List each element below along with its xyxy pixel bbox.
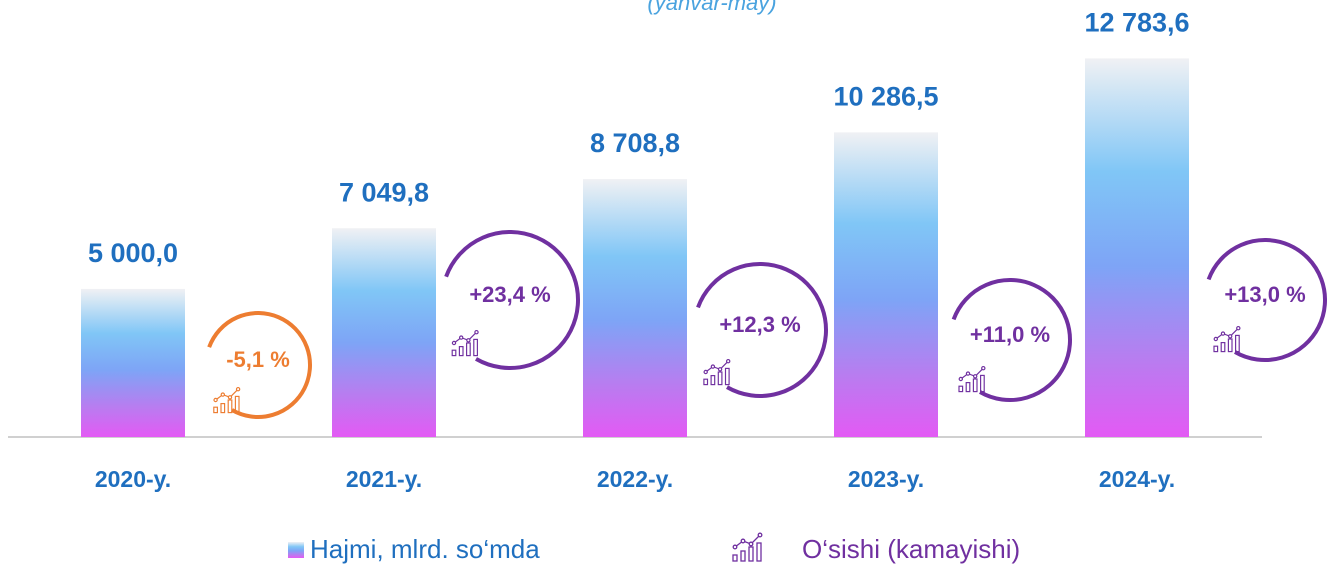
icon-line — [705, 360, 729, 373]
icon-bar — [1227, 338, 1233, 353]
icon-dot — [1213, 336, 1219, 342]
growth-icon — [703, 358, 731, 386]
growth-label: +23,4 % — [469, 282, 550, 307]
icon-dot — [972, 374, 978, 379]
icon-bar — [703, 378, 709, 386]
icon-dot — [748, 541, 754, 547]
growth-icon — [732, 532, 763, 562]
bar-value-label: 12 783,6 — [1084, 8, 1189, 38]
legend-swatch — [288, 542, 304, 558]
chart-subtitle: (yanvar-may) — [647, 0, 776, 15]
bar — [1085, 58, 1189, 438]
growth-label: +11,0 % — [970, 322, 1050, 347]
x-tick-label: 2021-y. — [346, 466, 422, 492]
icon-dot — [1220, 331, 1226, 336]
icon-bar — [466, 342, 471, 357]
icon-dot — [235, 386, 241, 392]
icon-dot — [965, 371, 971, 376]
icon-dot — [958, 376, 964, 382]
icon-line — [453, 331, 477, 344]
bar-value-label: 10 286,5 — [833, 81, 938, 111]
icon-bar — [756, 542, 762, 562]
bar-value-label: 5 000,0 — [88, 238, 178, 268]
icon-bar — [473, 338, 478, 357]
icon-dot — [466, 338, 471, 343]
icon-bar — [965, 382, 971, 393]
icon-dot — [717, 367, 723, 372]
growth-label: +12,3 % — [719, 312, 800, 337]
icon-dot — [710, 364, 716, 369]
growth-label: +13,0 % — [1224, 282, 1305, 307]
bar — [834, 132, 938, 438]
growth-icon — [213, 386, 241, 414]
icon-line — [734, 534, 761, 548]
growth-icon — [1213, 325, 1241, 353]
icon-dot — [725, 358, 731, 364]
x-tick-label: 2020-y. — [95, 466, 171, 492]
growth-icon — [451, 329, 479, 357]
icon-bar — [213, 406, 218, 414]
icon-dot — [757, 532, 763, 538]
icon-bar — [1235, 334, 1240, 353]
icon-dot — [703, 369, 708, 375]
legend-label: O‘sishi (kamayishi) — [802, 534, 1020, 564]
icon-dot — [1227, 334, 1233, 339]
growth-ring — [951, 278, 1072, 402]
icon-bar — [451, 349, 457, 357]
icon-bar — [710, 375, 716, 386]
growth-ring — [207, 311, 312, 419]
x-tick-label: 2022-y. — [597, 466, 673, 492]
x-tick-label: 2023-y. — [848, 466, 924, 492]
icon-bar — [1220, 342, 1226, 353]
growth-ring — [1206, 238, 1327, 362]
icon-line — [960, 367, 984, 380]
icon-dot — [981, 365, 986, 371]
growth-label: -5,1 % — [226, 347, 290, 372]
icon-bar — [972, 378, 978, 393]
icon-bar — [458, 346, 464, 357]
icon-dot — [451, 340, 457, 346]
icon-bar — [740, 550, 746, 562]
icon-line — [1215, 327, 1239, 340]
icon-dot — [213, 397, 218, 403]
growth-ring — [696, 262, 828, 398]
icon-dot — [740, 538, 746, 544]
icon-dot — [474, 329, 479, 335]
bar-value-label: 8 708,8 — [590, 128, 680, 158]
icon-bar — [717, 371, 723, 386]
icon-dot — [1236, 325, 1241, 331]
legend-label: Hajmi, mlrd. so‘mda — [310, 534, 540, 564]
icon-bar — [234, 395, 240, 414]
icon-bar — [220, 403, 226, 414]
bar-value-label: 7 049,8 — [339, 177, 429, 207]
icon-bar — [732, 554, 738, 562]
x-tick-label: 2024-y. — [1099, 466, 1175, 492]
growth-icon — [958, 365, 986, 393]
icon-bar — [980, 374, 985, 393]
growth-ring — [444, 230, 580, 370]
icon-dot — [458, 335, 464, 340]
bar — [332, 228, 436, 437]
icon-bar — [748, 546, 754, 562]
bar — [81, 288, 185, 437]
icon-dot — [227, 395, 233, 400]
icon-dot — [732, 544, 738, 550]
icon-bar — [227, 399, 233, 414]
icon-bar — [724, 367, 730, 386]
icon-dot — [220, 392, 226, 397]
icon-bar — [1213, 345, 1219, 353]
icon-bar — [958, 385, 964, 393]
icon-line — [215, 388, 239, 401]
bar — [583, 179, 687, 437]
